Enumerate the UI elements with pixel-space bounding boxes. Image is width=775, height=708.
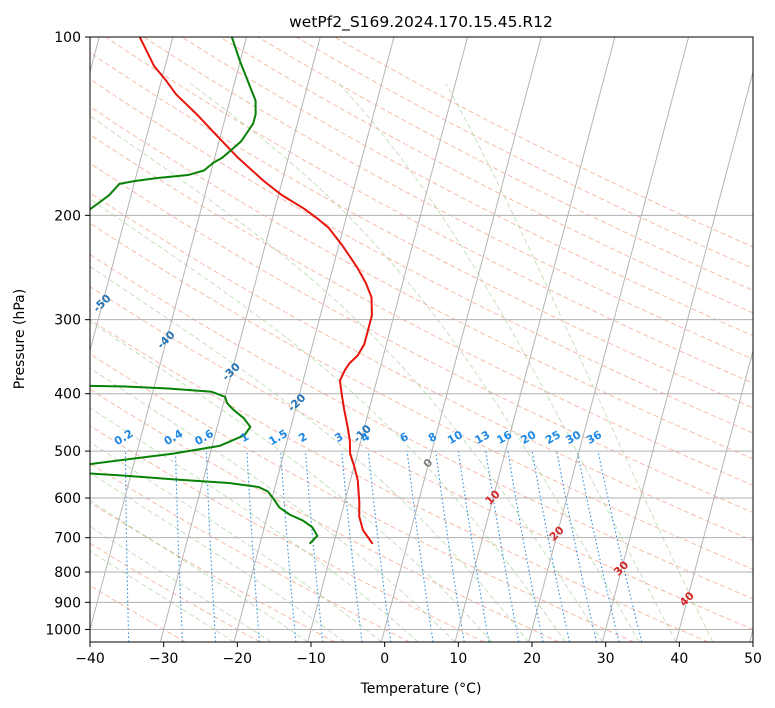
moist-adiabat-line (90, 525, 272, 642)
x-tick-label: −40 (75, 651, 105, 667)
dry-adiabat-line (90, 584, 186, 642)
moist-adiabat-line (190, 83, 640, 642)
isotherm-line (90, 37, 174, 353)
y-tick-label: 500 (54, 444, 81, 460)
dry-adiabat-line (90, 253, 753, 600)
mixing-ratio-line (280, 451, 297, 642)
mixing-ratio-line (531, 451, 571, 642)
x-tick-label: 10 (449, 651, 467, 667)
y-tick-label: 100 (54, 30, 81, 46)
mixing-ratio-lines (124, 450, 643, 642)
moist-adiabat-line (338, 83, 677, 642)
dry-adiabat-line (90, 286, 753, 630)
y-axis: 100 200 300 400 500 600 700 800 900 1000 (45, 30, 90, 638)
y-axis-label: Pressure (hPa) (12, 289, 28, 389)
dry-adiabat-line (90, 353, 634, 642)
dry-adiabat-line (90, 425, 485, 642)
mixing-ratio-line (556, 450, 598, 642)
x-tick-label: 0 (380, 651, 389, 667)
y-tick-label: 1000 (45, 622, 81, 638)
moist-adiabat-line (90, 500, 308, 642)
mixing-ratio-line (435, 451, 465, 642)
moist-adiabat-line (90, 265, 530, 642)
dry-adiabat-line (90, 502, 336, 642)
x-tick-label: 40 (670, 651, 688, 667)
x-axis: −40 −30 −20 −10 0 10 20 30 40 50 (75, 642, 762, 667)
y-tick-label: 200 (54, 208, 81, 224)
y-tick-label: 800 (54, 565, 81, 581)
x-axis-label: Temperature (°C) (360, 681, 482, 697)
dry-adiabat-line (257, 37, 753, 291)
isotherm-line (159, 37, 321, 642)
moist-adiabat-line (445, 83, 714, 642)
y-tick-label: 400 (54, 387, 81, 403)
moist-adiabat-line (90, 407, 419, 642)
moist-adiabat-line (90, 367, 456, 642)
isotherm-line (675, 348, 753, 642)
isotherm-line (454, 37, 616, 642)
mixing-ratio-line (304, 451, 324, 642)
x-tick-label: −20 (223, 651, 253, 667)
x-tick-label: −30 (149, 651, 179, 667)
mixing-ratio-line (367, 451, 392, 642)
dry-adiabat-line (90, 105, 753, 460)
mixing-ratio-line (406, 451, 434, 642)
moist-adiabat-line (90, 550, 235, 642)
dry-adiabat-line (90, 388, 560, 642)
y-tick-label: 700 (54, 531, 81, 547)
moist-adiabat-line (90, 321, 493, 642)
mixing-ratio-line (576, 450, 620, 642)
y-tick-label: 300 (54, 313, 81, 329)
isotherm-line (528, 37, 690, 642)
sounding-profiles (90, 37, 374, 545)
x-tick-label: −10 (296, 651, 326, 667)
dry-adiabat-line (90, 192, 753, 542)
x-tick-label: 30 (597, 651, 615, 667)
moist-adiabat-line (90, 198, 566, 642)
plot-area-content: -100-90-80-70-60-50-40-30-20-10010203040… (90, 37, 753, 642)
y-tick-label: 600 (54, 491, 81, 507)
dry-adiabat-line (90, 162, 753, 514)
isotherm-line (307, 37, 469, 642)
x-tick-label: 50 (744, 651, 762, 667)
plot-frame (89, 36, 754, 643)
isobar-gridlines (90, 37, 753, 630)
dry-adiabat-line (90, 78, 753, 434)
isotherm-line (601, 70, 753, 642)
isotherm-line (233, 37, 395, 642)
y-tick-label: 900 (54, 595, 81, 611)
dewpoint-profile-line (90, 37, 319, 545)
chart-title: wetPf2_S169.2024.170.15.45.R12 (289, 13, 553, 32)
dry-adiabat-line (90, 319, 709, 642)
dry-adiabat-line (90, 51, 753, 409)
moist-adiabat-line (90, 115, 603, 642)
moist-adiabats (90, 83, 714, 642)
dry-adiabat-line (105, 37, 753, 384)
temperature-profile-line (138, 37, 374, 545)
isotherm-line (380, 37, 542, 642)
dry-adiabats (90, 37, 753, 642)
moist-adiabat-line (90, 441, 382, 642)
mixing-ratio-line (341, 451, 363, 642)
x-tick-label: 20 (523, 651, 541, 667)
